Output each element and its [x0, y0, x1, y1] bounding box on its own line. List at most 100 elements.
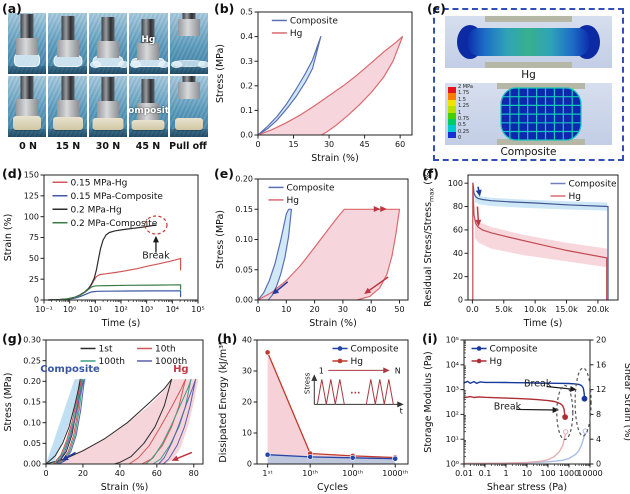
y2-tick-label: 0: [596, 460, 601, 469]
x-tick-label: 30: [338, 305, 348, 314]
x-tick-label: 20.0k: [587, 305, 610, 314]
x-tick-label: 10²: [114, 305, 127, 314]
photo-hg-state-0: [8, 13, 47, 74]
y-tick-label: 40: [242, 336, 252, 345]
legend-label: 0.2 MPa-Composite: [70, 219, 157, 229]
composite-dissipated-energy-marker: [264, 451, 271, 458]
composite-cycle-10: [52, 378, 83, 465]
hg-shear-strain: [463, 431, 567, 465]
y-axis-title: Stress (MPa): [215, 44, 226, 103]
y-tick-label: 60: [453, 226, 463, 235]
force-caption-2: 30 N: [95, 141, 121, 152]
panel-g: (g) 0 20 40 60 80 0.00 0.05 0.10 0.15 0.20 0.25 0.3…: [0, 330, 215, 494]
force-caption-1: 15 N: [55, 141, 81, 152]
x-tick-label: 10: [281, 305, 291, 314]
x-tick-label: 10¹: [89, 305, 102, 314]
squeezed-gel-blob: [198, 61, 208, 68]
chart-creep-strain-time: 10⁻¹ 10⁰ 10¹ 10² 10³ 10⁴ 10⁵ 0 25 50 75 100 125 150 Ti…: [3, 171, 205, 329]
y-tick-label: 100: [448, 179, 463, 188]
y-tick-label: 10⁴: [446, 360, 459, 369]
x-tick-label: 10000: [577, 469, 602, 478]
arrow-head: [552, 406, 560, 413]
x-axis-title: Time (s): [101, 318, 141, 329]
y-tick-label: 75: [29, 233, 39, 242]
x-tick-label: 0.1: [479, 469, 492, 478]
y-tick-label: 0: [458, 296, 463, 305]
x-tick-label: 60: [395, 140, 405, 149]
y-tick-label: 0.10: [23, 418, 41, 427]
data-point: [563, 429, 569, 435]
colorbar-cell-2: [448, 99, 456, 107]
legend-label: Composite: [569, 180, 617, 190]
hg-cycle-1: [45, 378, 173, 465]
arrow-head: [272, 288, 280, 295]
plot-frame: [463, 339, 591, 465]
squeezed-gel-blob: [170, 61, 182, 68]
composite-relaxation: [472, 182, 609, 301]
colorbar-cell-7: [448, 131, 456, 139]
arrow-head: [475, 219, 482, 227]
y-tick-label: 0.00: [23, 460, 41, 469]
colorbar-cell-1: [448, 93, 456, 100]
y-tick-label: 0: [247, 460, 252, 469]
legend-label: Composite: [287, 183, 335, 193]
inset-dots: ···: [350, 389, 360, 399]
legend-label: Hg: [290, 29, 302, 39]
data-point: [581, 395, 588, 402]
press-rod: [20, 14, 34, 40]
composite-simulation: 2 MPa 1.75 1.5 1.25 1 0.75 0.5 0.25 0: [445, 83, 612, 145]
y-tick-label: 10: [242, 429, 252, 438]
colorbar-cell-4: [448, 112, 456, 119]
bottom-plate: [485, 62, 572, 68]
x-tick-label: 45: [360, 140, 370, 149]
panel-letter-i: (i): [422, 331, 438, 346]
creep-02-hg: [47, 224, 157, 301]
x-tick-label: 1000ᵗʰ: [382, 469, 408, 478]
legend-marker: [476, 358, 482, 364]
y2-tick-label: 16: [596, 360, 606, 369]
plot-frame: [467, 174, 619, 301]
legend-label: 1st: [99, 344, 113, 354]
hg-creep: [257, 208, 401, 301]
panel-i: (i) 0.01 0.1 1 10 100 1000 10000 10⁰ 10¹ 10² 10³ 10…: [420, 330, 630, 494]
composite-sample: [52, 117, 83, 130]
legend-label: 0.2 MPa-Hg: [70, 205, 121, 215]
colorbar-cell-3: [448, 106, 456, 113]
hg-row-label: Hg: [141, 35, 156, 45]
y-tick-label: 20: [453, 272, 463, 281]
x-tick-label: 100: [540, 469, 555, 478]
y-tick-label: 0.05: [23, 439, 41, 448]
panel-letter-h: (h): [217, 331, 238, 346]
chart-dissipated-energy: 1ˢᵗ 10ᵗʰ 100ᵗʰ 1000ᵗʰ 0 10 20 30 40 Cycles Dissipa…: [218, 336, 409, 493]
arrow-head: [364, 287, 372, 294]
arrow-head: [383, 367, 390, 374]
composite-sample: [174, 118, 203, 130]
press-block: [177, 82, 200, 99]
x-tick-label: 40: [115, 469, 125, 478]
hg-sim-label: Hg: [521, 69, 536, 81]
plot-frame: [257, 11, 413, 136]
squeezed-gel-blob: [130, 61, 142, 68]
composite-cycle-100: [54, 378, 84, 465]
y-tick-label: 0.4: [240, 32, 253, 41]
simulation-box: Hg 2 MPa 1.75 1.5 1.25 1 0.75 0.5 0.25 0 Composite: [433, 8, 624, 161]
y-tick-label: 0.0: [240, 131, 253, 140]
y-tick-label: 10³: [446, 385, 459, 394]
y-tick-label: 0.5: [240, 8, 253, 17]
x-tick-label: 10⁴: [166, 305, 179, 314]
composite-dissipated-energy-marker: [349, 454, 356, 461]
y-tick-label: 10⁰: [446, 460, 459, 469]
composite-row-label: Composite: [129, 106, 168, 116]
y-tick-label: 0.15: [235, 205, 253, 214]
legend-label: Composite: [351, 344, 399, 354]
colorbar-cell-0: [448, 87, 456, 94]
press-block: [96, 101, 119, 118]
x-tick-label: 10.0k: [524, 305, 547, 314]
photo-composite-state-4: [169, 76, 208, 137]
composite-grid-lines: [501, 88, 581, 140]
legend-marker: [337, 346, 343, 351]
chart-stress-relaxation: 0.0 5.0k 10.0k 15.0k 20.0k 0 20 40 60 80 100 Time (…: [423, 168, 619, 329]
x-tick-label: 0: [255, 305, 260, 314]
